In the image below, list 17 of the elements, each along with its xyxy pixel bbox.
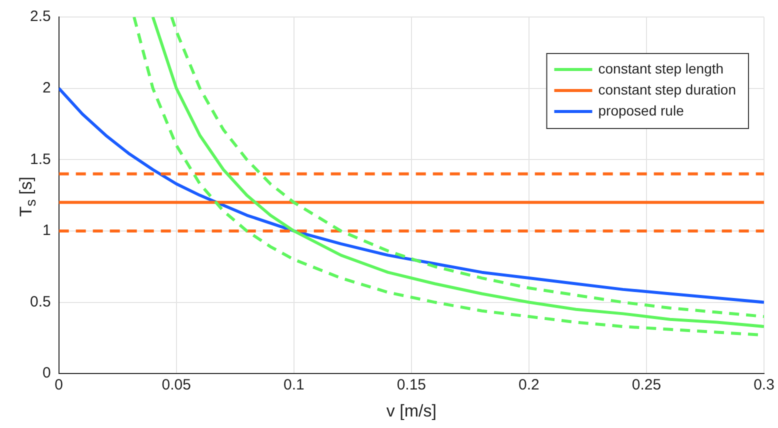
y-tick-label: 1 [42,222,51,240]
y-tick-label: 0.5 [30,293,51,310]
y-tick-label: 1.5 [30,150,51,168]
legend-label: constant step length [598,60,724,76]
x-tick-label: 0.15 [396,376,426,394]
x-tick-label: 0 [54,376,64,394]
x-tick-label: 0.3 [754,376,774,394]
x-tick-label: 0.25 [632,376,662,394]
y-tick-label: 0 [42,364,51,382]
x-tick-label: 0.1 [283,376,304,394]
x-tick-label: 0.05 [162,376,191,394]
x-tick-label: 0.2 [518,376,540,394]
y-tick-label: 2.5 [30,8,51,26]
y-tick-label: 2 [42,79,51,96]
legend-label: proposed rule [598,102,684,118]
legend-label: constant step duration [598,81,736,98]
x-axis-title: v [m/s] [386,401,436,420]
